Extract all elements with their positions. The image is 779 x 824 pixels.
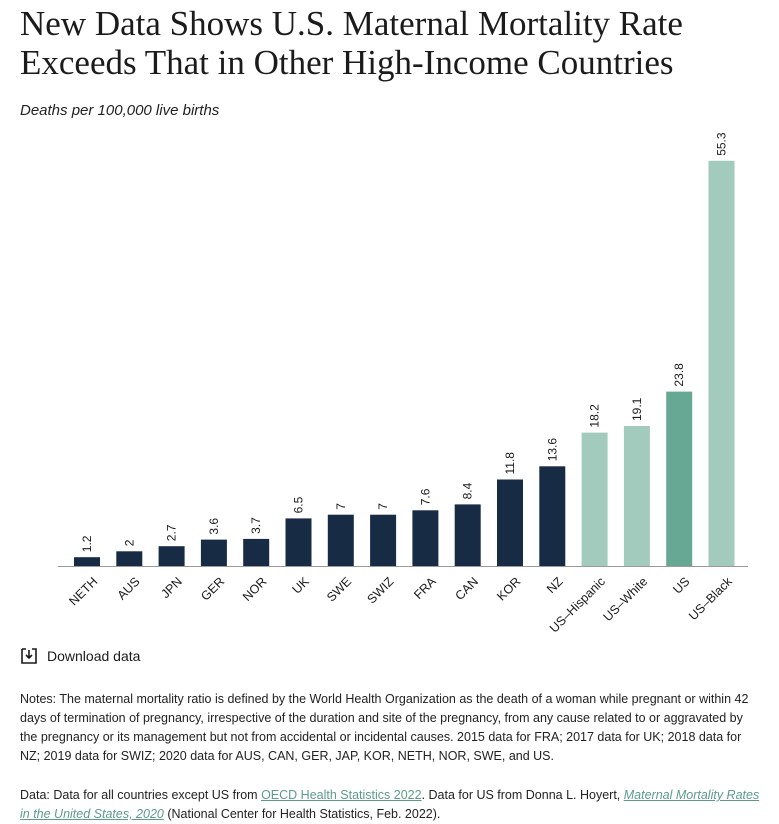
source-link-oecd[interactable]: OECD Health Statistics 2022 <box>261 788 422 802</box>
x-tick-label: SWE <box>324 574 354 604</box>
bar-aus <box>116 551 143 566</box>
value-label: 2.7 <box>165 524 179 541</box>
value-label: 8.4 <box>461 482 475 499</box>
chart-title: New Data Shows U.S. Maternal Mortality R… <box>20 4 683 82</box>
x-tick-label: NETH <box>66 574 100 608</box>
x-tick-label: FRA <box>411 574 439 602</box>
source-link-hoyert[interactable]: Maternal Mortality Rates in the United S… <box>20 788 760 821</box>
value-label: 18.2 <box>588 404 602 428</box>
x-tick-label: CAN <box>452 574 481 603</box>
bar-can <box>454 504 481 566</box>
source-middle: . Data for US from Donna L. Hoyert, <box>421 788 624 802</box>
x-tick-label: UK <box>290 574 313 597</box>
bar-kor <box>497 479 523 566</box>
value-label: 3.7 <box>249 517 263 534</box>
chart-subtitle: Deaths per 100,000 live births <box>20 102 220 119</box>
bar-fra <box>412 510 439 566</box>
value-label: 19.1 <box>630 397 644 421</box>
bar-jpn <box>158 546 185 566</box>
value-label: 55.3 <box>715 132 729 156</box>
download-data-label: Download data <box>47 648 141 664</box>
bar-us <box>666 391 693 566</box>
value-label: 2 <box>122 539 136 546</box>
value-label: 1.2 <box>80 535 94 552</box>
value-label: 3.6 <box>207 518 221 535</box>
x-tick-label: US–White <box>601 574 651 624</box>
value-label: 6.5 <box>292 496 306 513</box>
bar-swe <box>327 514 354 566</box>
bar-neth <box>74 557 100 566</box>
bar-uk <box>285 518 312 566</box>
download-icon <box>21 648 37 664</box>
x-tick-label: SWIZ <box>364 574 396 606</box>
x-tick-label: NOR <box>240 574 270 604</box>
x-tick-label: AUS <box>115 574 143 602</box>
x-tick-label: US <box>670 574 692 596</box>
value-label: 7 <box>334 503 348 510</box>
bar-us–hispanic <box>581 432 608 566</box>
x-tick-label: US–Black <box>686 574 735 623</box>
x-tick-label: NZ <box>544 574 566 596</box>
bar-swiz <box>370 514 397 566</box>
bar-nor <box>243 538 270 566</box>
x-tick-label: KOR <box>494 574 523 603</box>
source-suffix: (National Center for Health Statistics, … <box>163 807 441 821</box>
download-data-button[interactable]: Download data <box>20 647 140 665</box>
chart-notes: Notes: The maternal mortality ratio is d… <box>20 692 749 763</box>
chart-source: Data: Data for all countries except US f… <box>20 786 760 824</box>
source-prefix: Data: Data for all countries except US f… <box>20 788 262 802</box>
bar-nz <box>539 466 566 566</box>
value-label: 13.6 <box>545 438 559 462</box>
bar-chart: 1.2 NETH 2 AUS 2.7 JPN 3.6 GER 3.7 NOR 6.5 UK 7 SWE 7 S… <box>58 132 748 635</box>
bar-ger <box>200 539 227 566</box>
bar-us–black <box>708 160 735 567</box>
value-label: 23.8 <box>672 363 686 387</box>
value-label: 7.6 <box>418 488 432 505</box>
x-tick-label: JPN <box>158 574 185 601</box>
value-label: 11.8 <box>503 452 517 475</box>
bar-us–white <box>623 426 650 566</box>
value-label: 7 <box>376 503 390 510</box>
x-tick-label: GER <box>198 574 227 603</box>
